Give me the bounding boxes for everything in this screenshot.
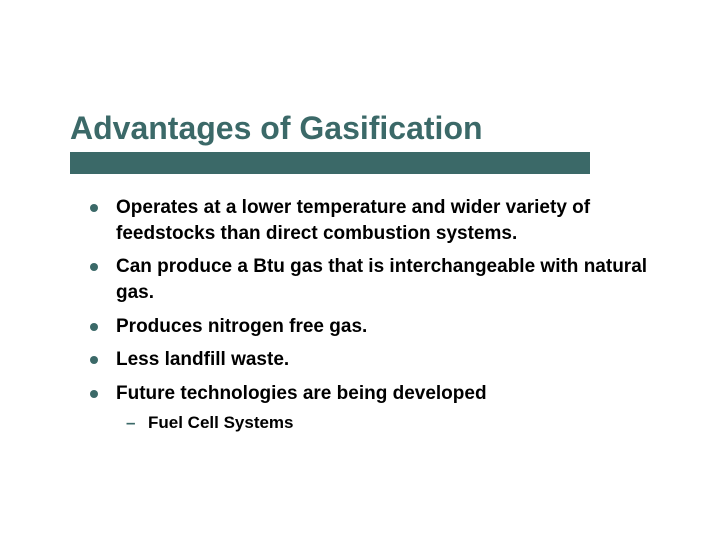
bullet-text: Produces nitrogen free gas. — [116, 316, 367, 337]
bullet-text: Future technologies are being developed — [116, 383, 487, 404]
sub-bullet-text: Fuel Cell Systems — [148, 413, 294, 432]
bullet-list: Operates at a lower temperature and wide… — [80, 195, 660, 435]
list-item: Can produce a Btu gas that is interchang… — [80, 254, 660, 305]
bullet-text: Operates at a lower temperature and wide… — [116, 197, 590, 244]
title-underline — [70, 152, 590, 174]
slide-body: Operates at a lower temperature and wide… — [80, 195, 660, 443]
slide: Advantages of Gasification Operates at a… — [0, 0, 720, 540]
list-item: Fuel Cell Systems — [116, 412, 660, 435]
list-item: Produces nitrogen free gas. — [80, 314, 660, 340]
list-item: Operates at a lower temperature and wide… — [80, 195, 660, 246]
slide-title: Advantages of Gasification — [70, 110, 483, 147]
bullet-text: Less landfill waste. — [116, 349, 289, 370]
list-item: Future technologies are being developed … — [80, 381, 660, 436]
sub-bullet-list: Fuel Cell Systems — [116, 412, 660, 435]
list-item: Less landfill waste. — [80, 347, 660, 373]
bullet-text: Can produce a Btu gas that is interchang… — [116, 256, 647, 303]
